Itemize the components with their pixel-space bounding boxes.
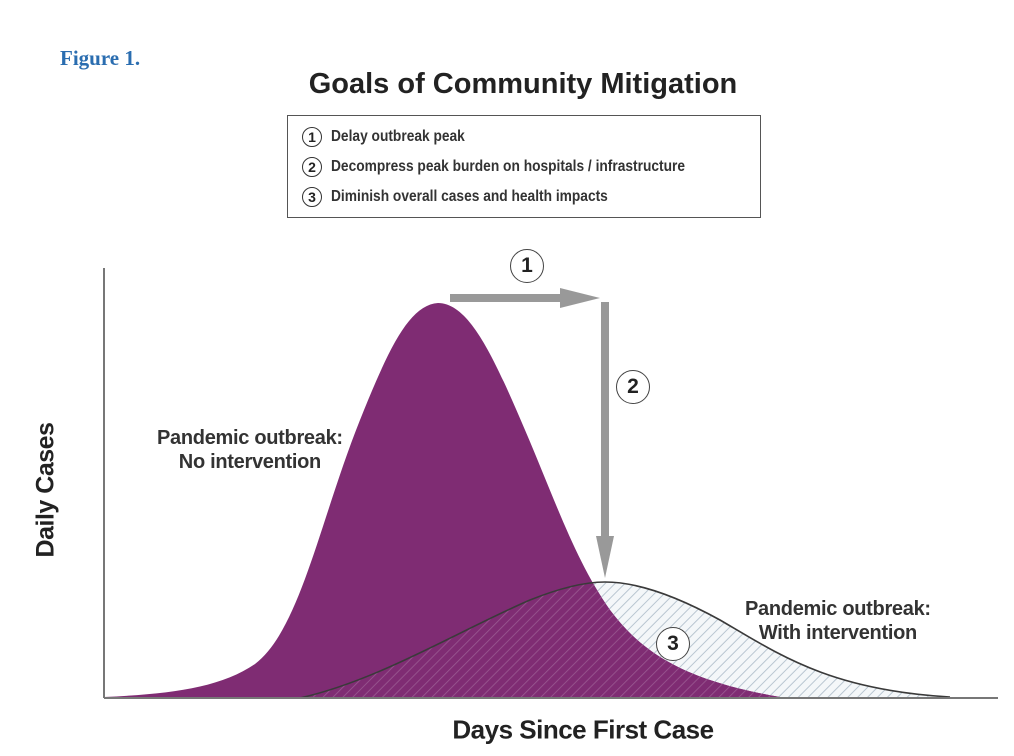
circled-number-icon: 1 xyxy=(302,127,322,147)
with-intervention-curve xyxy=(299,581,951,699)
legend-item-diminish: 3 Diminish overall cases and health impa… xyxy=(302,184,653,210)
x-axis-label: Days Since First Case xyxy=(452,714,714,745)
delay-arrow-icon xyxy=(450,288,600,308)
chart-title: Goals of Community Mitigation xyxy=(308,68,738,100)
marker-3-icon: 3 xyxy=(656,627,690,661)
legend-text: Decompress peak burden on hospitals / in… xyxy=(331,158,686,175)
marker-2-icon: 2 xyxy=(616,370,650,404)
no-intervention-area xyxy=(104,303,780,698)
legend-item-decompress: 2 Decompress peak burden on hospitals / … xyxy=(302,154,743,180)
circled-number-icon: 2 xyxy=(302,157,322,177)
legend-text: Diminish overall cases and health impact… xyxy=(331,188,608,205)
with-intervention-label-line1: Pandemic outbreak: xyxy=(745,598,931,620)
decompress-arrow-icon xyxy=(596,302,614,578)
legend-box: 1 Delay outbreak peak 2 Decompress peak … xyxy=(287,115,761,218)
overlap-hatched-area xyxy=(300,582,780,698)
with-intervention-label: Pandemic outbreak: With intervention xyxy=(745,597,931,645)
y-axis-label: Daily Cases xyxy=(31,422,60,558)
marker-1-icon: 1 xyxy=(510,249,544,283)
figure-label: Figure 1. xyxy=(60,46,141,70)
with-intervention-label-line2: With intervention xyxy=(758,622,917,644)
legend-text: Delay outbreak peak xyxy=(331,128,465,145)
no-intervention-label: Pandemic outbreak: No intervention xyxy=(157,426,343,474)
no-intervention-label-line2: No intervention xyxy=(178,451,321,473)
legend-item-delay: 1 Delay outbreak peak xyxy=(302,124,487,150)
circled-number-icon: 3 xyxy=(302,187,322,207)
no-intervention-label-line1: Pandemic outbreak: xyxy=(157,427,343,449)
